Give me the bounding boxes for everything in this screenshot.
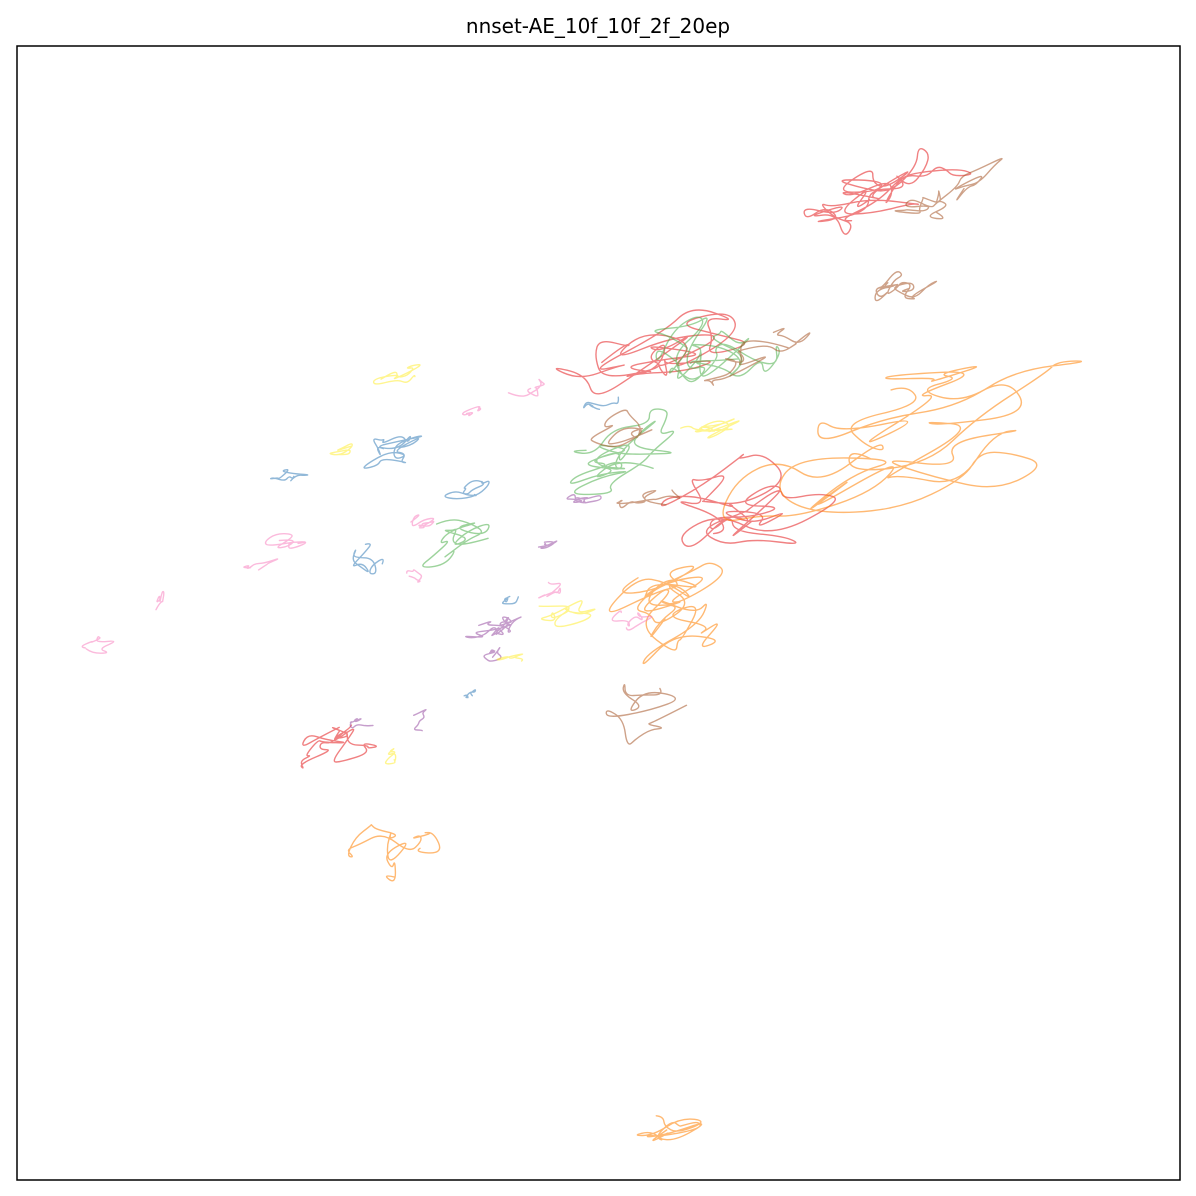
trajectory-pink-5 <box>406 569 423 583</box>
trajectory-yellow-2 <box>680 418 740 439</box>
trajectory-pink-8 <box>538 581 562 599</box>
trajectory-green-0 <box>654 316 780 383</box>
trajectory-pink-0 <box>507 378 545 397</box>
trajectory-red-0 <box>803 147 972 235</box>
trajectory-purple-4 <box>349 718 374 729</box>
trajectory-brown-4 <box>616 489 681 509</box>
trajectory-yellow-4 <box>496 653 524 662</box>
trajectory-brown-2 <box>703 327 811 386</box>
trajectory-red-2 <box>660 453 837 547</box>
trajectory-purple-2 <box>537 540 558 550</box>
trajectory-green-2 <box>422 519 490 568</box>
trajectory-blue-6 <box>463 689 477 699</box>
trajectory-pink-7 <box>81 636 115 654</box>
trajectory-green-1 <box>569 408 675 496</box>
trajectory-pink-6 <box>155 590 165 611</box>
chart-title: nnset-AE_10f_10f_2f_20ep <box>465 14 731 38</box>
trajectory-blue-0 <box>363 435 423 469</box>
trajectory-orange-1 <box>608 562 723 665</box>
trajectory-brown-5 <box>605 684 688 745</box>
trajectory-pink-3 <box>264 532 307 549</box>
trajectory-yellow-1 <box>329 443 353 456</box>
trajectory-purple-0 <box>465 616 522 639</box>
trajectory-red-3 <box>300 724 377 769</box>
trajectory-brown-1 <box>874 271 938 302</box>
trajectory-pink-4 <box>243 558 279 571</box>
trajectory-pink-1 <box>461 405 482 417</box>
trajectory-pink-2 <box>410 514 435 529</box>
trajectory-purple-3 <box>483 646 502 662</box>
trajectory-blue-4 <box>582 396 620 410</box>
trajectory-brown-3 <box>590 409 653 448</box>
trajectory-purple-5 <box>413 709 427 732</box>
trajectory-layer <box>81 147 1082 1142</box>
trajectory-orange-3 <box>636 1115 703 1142</box>
trajectory-orange-2 <box>347 823 441 882</box>
trajectory-brown-0 <box>894 157 1003 220</box>
trajectory-blue-2 <box>444 480 490 500</box>
axes-frame <box>16 45 1181 1181</box>
trajectory-orange-0 <box>722 360 1082 522</box>
trajectory-yellow-3 <box>538 600 596 628</box>
trajectory-yellow-0 <box>372 363 421 385</box>
trajectory-blue-1 <box>270 468 309 482</box>
trajectory-blue-3 <box>352 543 384 575</box>
trajectory-yellow-5 <box>384 748 397 765</box>
trajectory-pink-9 <box>611 610 653 631</box>
trajectory-blue-5 <box>501 595 519 605</box>
trajectory-purple-1 <box>566 494 602 504</box>
